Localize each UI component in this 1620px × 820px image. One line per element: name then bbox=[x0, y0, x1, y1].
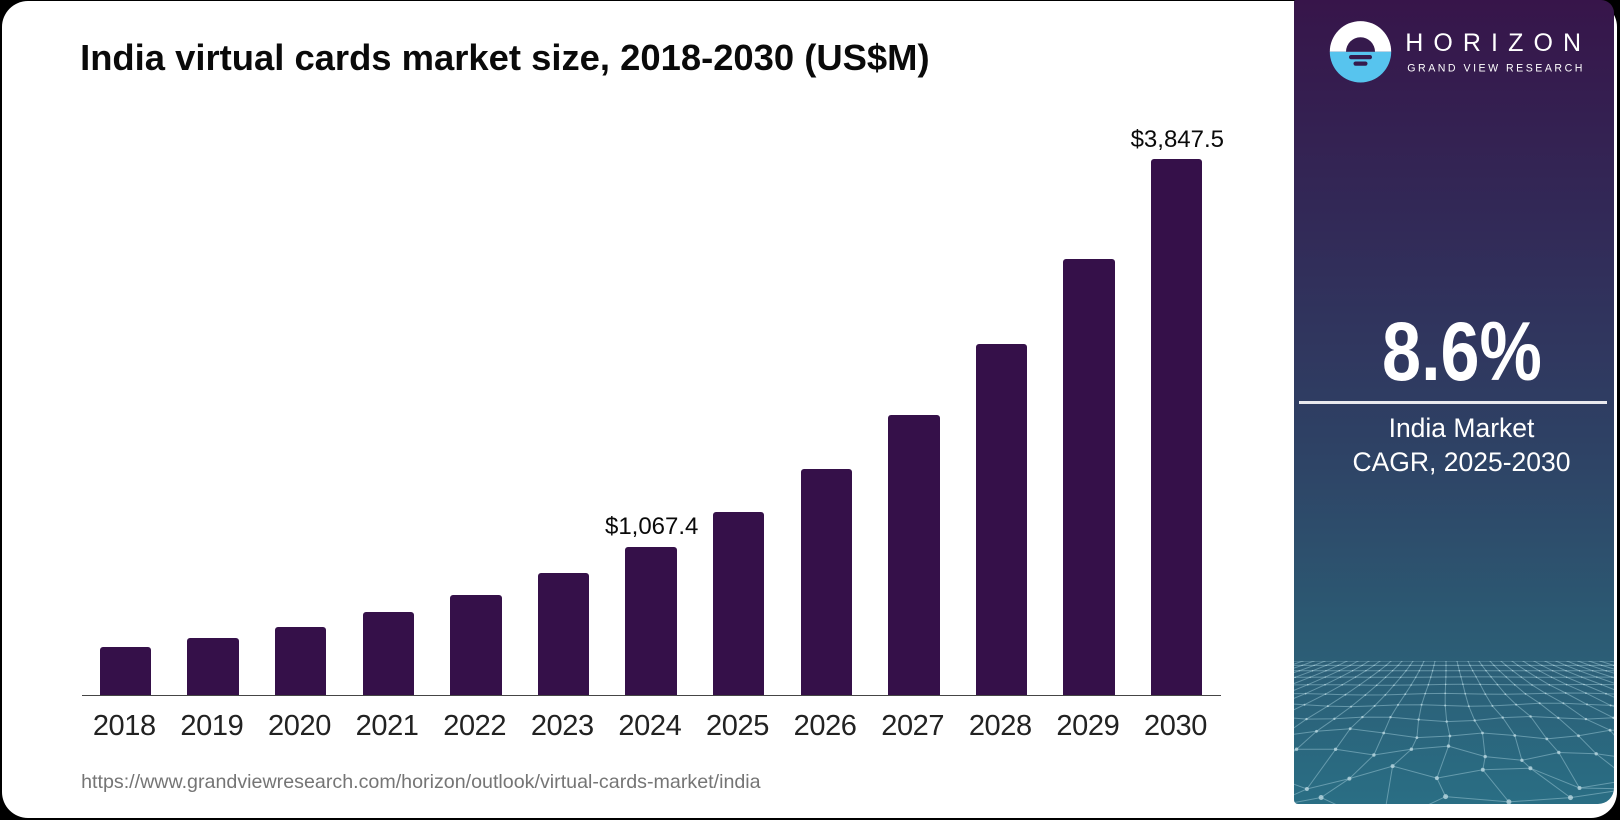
svg-text:HORIZON: HORIZON bbox=[1405, 29, 1591, 57]
svg-text:GRAND VIEW RESEARCH: GRAND VIEW RESEARCH bbox=[1407, 63, 1585, 75]
